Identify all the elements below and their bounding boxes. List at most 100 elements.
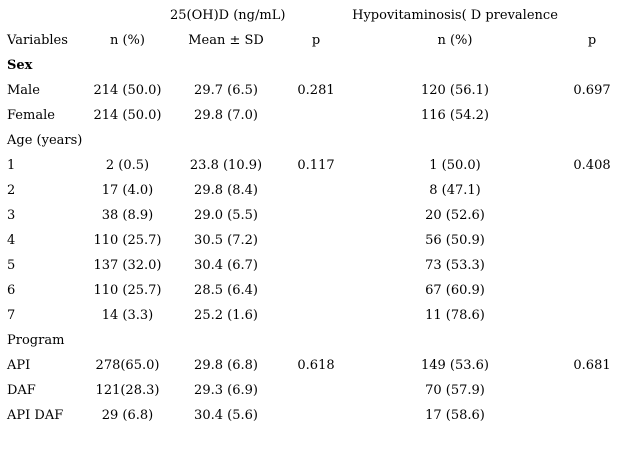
table-cell: 2 (0.5)	[105, 158, 150, 173]
group-header-hypovitaminosis: Hypovitaminosis( D prevalence	[352, 8, 558, 23]
table-row: Program	[0, 328, 624, 353]
table-cell	[85, 128, 170, 153]
table-cell: 30.4 (5.6)	[194, 408, 258, 423]
group-header-row: 25(OH)D (ng/mL) Hypovitaminosis( D preva…	[0, 3, 624, 28]
column-header-n-pct: n (%)	[109, 33, 145, 48]
column-header-p: p	[311, 33, 321, 48]
table-cell: 30.5 (7.2)	[194, 233, 258, 248]
table-cell: 29.7 (6.5)	[194, 83, 258, 98]
table-cell: 25.2 (1.6)	[194, 308, 258, 323]
table-row: 7 14 (3.3) 25.2 (1.6) 11 (78.6)	[0, 303, 624, 328]
column-header-variables: Variables	[7, 33, 68, 48]
table-row: 5 137 (32.0) 30.4 (6.7) 73 (53.3)	[0, 253, 624, 278]
table-cell	[282, 253, 350, 278]
table-cell: 38 (8.9)	[101, 208, 154, 223]
table-cell	[282, 378, 350, 403]
table-cell	[282, 128, 350, 153]
row-label-cell: API	[7, 358, 31, 373]
table-cell: 214 (50.0)	[93, 108, 162, 123]
table-cell	[560, 178, 624, 203]
table-row: 3 38 (8.9) 29.0 (5.5) 20 (52.6)	[0, 203, 624, 228]
table-cell	[170, 128, 282, 153]
empty-header-cell	[0, 3, 85, 28]
table-row: 4 110 (25.7) 30.5 (7.2) 56 (50.9)	[0, 228, 624, 253]
table-cell	[170, 328, 282, 353]
row-label-cell: Program	[7, 333, 65, 348]
table-cell: 29.8 (8.4)	[194, 183, 258, 198]
row-label-cell: Sex	[7, 58, 33, 73]
table-cell: 29.8 (6.8)	[194, 358, 258, 373]
table-cell: 278(65.0)	[95, 358, 160, 373]
row-label-cell: 3	[7, 208, 16, 223]
table-cell: 121(28.3)	[95, 383, 160, 398]
table-row: API DAF 29 (6.8) 30.4 (5.6) 17 (58.6)	[0, 403, 624, 428]
table-cell	[560, 128, 624, 153]
group-header-25ohd: 25(OH)D (ng/mL)	[170, 8, 286, 23]
empty-header-cell	[85, 3, 170, 28]
table-cell	[560, 378, 624, 403]
table-cell: 17 (4.0)	[101, 183, 154, 198]
table-cell: 116 (54.2)	[420, 108, 490, 123]
table-cell: 0.618	[297, 358, 335, 373]
table-cell: 56 (50.9)	[425, 233, 485, 248]
table-row: Sex	[0, 53, 624, 78]
table-body: Sex Male 214 (50.0) 29.7 (6.5) 0.281 120 (56.…	[0, 53, 624, 428]
table-cell: 29.3 (6.9)	[194, 383, 258, 398]
table-row: Age (years)	[0, 128, 624, 153]
table-cell	[560, 228, 624, 253]
row-label-cell: DAF	[7, 383, 36, 398]
table-cell	[85, 53, 170, 78]
table-cell	[350, 53, 560, 78]
table-row: Male 214 (50.0) 29.7 (6.5) 0.281 120 (56.1) 0…	[0, 78, 624, 103]
table-cell: 0.281	[297, 83, 335, 98]
table-cell: 0.408	[573, 158, 611, 173]
row-label-cell: Female	[7, 108, 55, 123]
table-row: DAF 121(28.3) 29.3 (6.9) 70 (57.9)	[0, 378, 624, 403]
table-cell	[282, 53, 350, 78]
table-cell	[282, 278, 350, 303]
table-cell: 110 (25.7)	[93, 283, 162, 298]
row-label-cell: 2	[7, 183, 16, 198]
table-cell: 120 (56.1)	[420, 83, 490, 98]
table-cell	[282, 228, 350, 253]
table-cell: 28.5 (6.4)	[194, 283, 258, 298]
table-cell: 110 (25.7)	[93, 233, 162, 248]
table-cell: 149 (53.6)	[420, 358, 490, 373]
table-cell	[282, 178, 350, 203]
table-cell	[170, 53, 282, 78]
table-cell: 20 (52.6)	[425, 208, 485, 223]
table-cell: 0.697	[573, 83, 611, 98]
table-cell: 29.0 (5.5)	[194, 208, 258, 223]
table-cell	[350, 328, 560, 353]
table-cell	[282, 403, 350, 428]
row-label-cell: 7	[7, 308, 16, 323]
table-row: 1 2 (0.5) 23.8 (10.9) 0.117 1 (50.0) 0.408	[0, 153, 624, 178]
table-cell: 137 (32.0)	[93, 258, 162, 273]
table-cell	[560, 303, 624, 328]
table-cell: 73 (53.3)	[425, 258, 485, 273]
table-row: 2 17 (4.0) 29.8 (8.4) 8 (47.1)	[0, 178, 624, 203]
table-cell: 214 (50.0)	[93, 83, 162, 98]
table-cell: 11 (78.6)	[425, 308, 485, 323]
table-cell	[560, 103, 624, 128]
row-label-cell: 6	[7, 283, 16, 298]
table-cell	[282, 303, 350, 328]
table-cell	[560, 253, 624, 278]
table-cell: 0.117	[297, 158, 335, 173]
row-label-cell: 4	[7, 233, 16, 248]
row-label-cell: API DAF	[7, 408, 64, 423]
table-cell	[560, 403, 624, 428]
table-cell: 14 (3.3)	[101, 308, 154, 323]
empty-header-cell	[560, 3, 624, 28]
table-cell: 70 (57.9)	[425, 383, 485, 398]
table-cell	[85, 328, 170, 353]
table-cell: 1 (50.0)	[429, 158, 481, 173]
column-header-n-pct-prevalence: n (%)	[437, 33, 473, 48]
table-cell	[560, 328, 624, 353]
table-row: API 278(65.0) 29.8 (6.8) 0.618 149 (53.6) 0.6…	[0, 353, 624, 378]
table-row: 6 110 (25.7) 28.5 (6.4) 67 (60.9)	[0, 278, 624, 303]
column-header-mean-sd: Mean ± SD	[188, 33, 264, 48]
table-row: Female 214 (50.0) 29.8 (7.0) 116 (54.2)	[0, 103, 624, 128]
table-header: 25(OH)D (ng/mL) Hypovitaminosis( D preva…	[0, 3, 624, 53]
table-cell: 29 (6.8)	[101, 408, 154, 423]
